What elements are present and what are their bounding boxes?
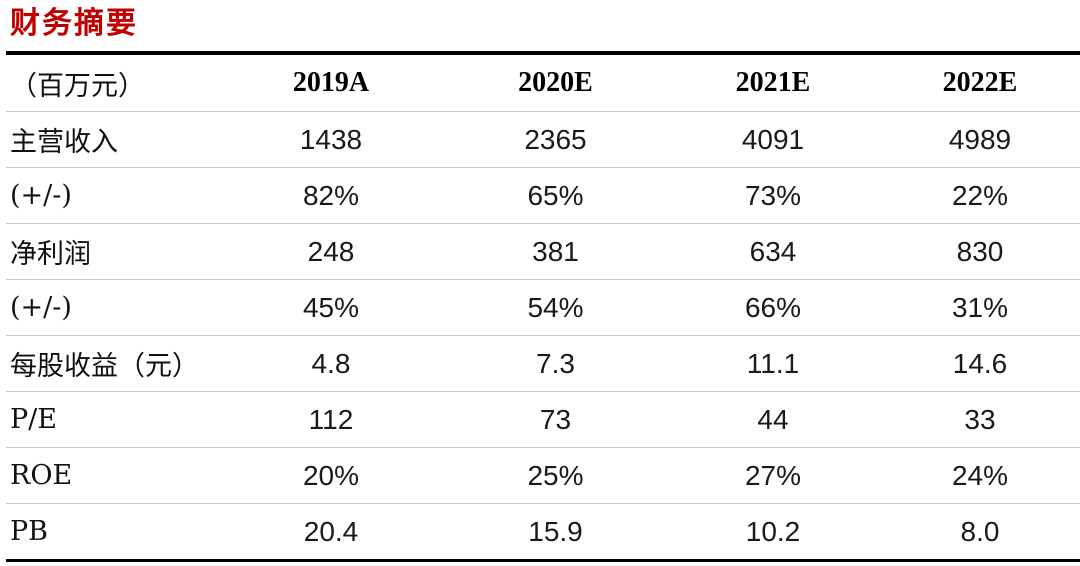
row-label: (+/-) <box>10 180 72 211</box>
cell-value: 381 <box>532 235 579 267</box>
cell-value: 1438 <box>299 123 363 155</box>
cell-value: 112 <box>308 403 354 435</box>
cell-value: 27% <box>744 459 802 491</box>
cell-value: 10.2 <box>745 515 801 547</box>
table-row-profit-growth: (+/-) 45% 54% 66% 31% <box>6 280 1080 336</box>
cell-value: 31% <box>951 291 1009 323</box>
table-row-pb: PB 20.4 15.9 10.2 8.0 <box>6 504 1080 561</box>
cell-value: 634 <box>749 235 797 267</box>
cell-value: 82% <box>302 179 360 211</box>
cell-value: 25% <box>527 459 584 491</box>
cell-value: 44 <box>757 403 789 435</box>
cell-value: 830 <box>956 235 1004 267</box>
row-label: PB <box>10 516 49 547</box>
cell-value: 14.6 <box>952 347 1008 379</box>
row-label: 主营收入 <box>10 127 118 158</box>
column-header-2022e: 2022E <box>942 67 1018 98</box>
table-row-eps: 每股收益（元） 4.8 7.3 11.1 14.6 <box>6 336 1080 392</box>
table-row-revenue: 主营收入 1438 2365 4091 4989 <box>6 112 1080 168</box>
row-label: P/E <box>10 404 57 435</box>
cell-value: 22% <box>951 179 1009 211</box>
table-row-revenue-growth: (+/-) 82% 65% 73% 22% <box>6 168 1080 224</box>
row-label: (+/-) <box>10 292 72 323</box>
column-header-2020e: 2020E <box>518 67 593 98</box>
row-label: ROE <box>10 460 73 491</box>
cell-value: 73 <box>539 403 572 435</box>
cell-value: 2365 <box>524 123 587 155</box>
cell-value: 20.4 <box>303 515 359 547</box>
cell-value: 45% <box>302 291 360 323</box>
cell-value: 4091 <box>741 123 805 155</box>
table-row-pe: P/E 112 73 44 33 <box>6 392 1080 448</box>
cell-value: 4989 <box>948 123 1012 155</box>
cell-value: 24% <box>951 459 1009 491</box>
row-label: 净利润 <box>10 239 91 270</box>
cell-value: 54% <box>527 291 584 323</box>
cell-value: 73% <box>744 179 802 211</box>
table-row-net-profit: 净利润 248 381 634 830 <box>6 224 1080 280</box>
cell-value: 8.0 <box>960 515 1000 547</box>
cell-value: 33 <box>964 403 996 435</box>
section-title: 财务摘要 <box>10 7 138 40</box>
column-header-2019a: 2019A <box>292 67 370 98</box>
unit-header: （百万元） <box>10 70 145 102</box>
cell-value: 66% <box>744 291 802 323</box>
cell-value: 248 <box>307 235 355 267</box>
cell-value: 20% <box>302 459 360 491</box>
cell-value: 4.8 <box>311 347 351 379</box>
financial-summary-table: （百万元） 2019A 2020E 2021E 2022E 主营收入 1438 … <box>6 51 1080 562</box>
table-row-roe: ROE 20% 25% 27% 24% <box>6 448 1080 504</box>
column-header-2021e: 2021E <box>735 67 811 98</box>
cell-value: 65% <box>527 179 584 211</box>
cell-value: 11.1 <box>746 347 800 379</box>
row-label: 每股收益（元） <box>10 351 199 382</box>
table-header-row: （百万元） 2019A 2020E 2021E 2022E <box>6 53 1080 112</box>
cell-value: 7.3 <box>536 347 575 379</box>
cell-value: 15.9 <box>528 515 583 547</box>
